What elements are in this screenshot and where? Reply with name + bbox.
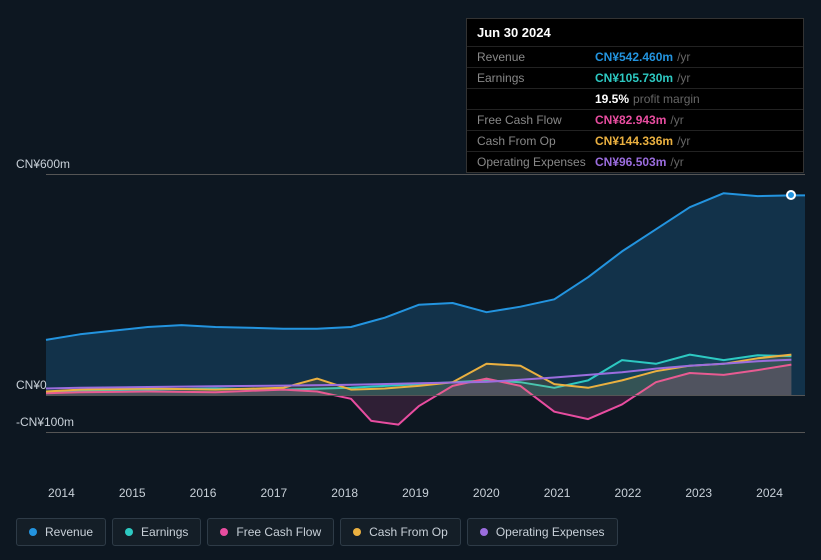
gridline: [46, 174, 805, 175]
x-axis-label: 2016: [168, 486, 239, 500]
tooltip-row: Operating ExpensesCN¥96.503m/yr: [467, 151, 803, 172]
tooltip-row-label: Earnings: [477, 71, 595, 85]
legend-label: Operating Expenses: [496, 525, 605, 539]
tooltip-row: 19.5% profit margin: [467, 88, 803, 109]
tooltip-row-value: 19.5%: [595, 92, 629, 106]
x-axis-label: 2021: [522, 486, 593, 500]
chart-svg: [46, 174, 805, 432]
legend-item[interactable]: Free Cash Flow: [207, 518, 334, 546]
line-chart[interactable]: CN¥600mCN¥0-CN¥100m 20142015201620172018…: [16, 158, 805, 478]
tooltip-row-suffix: /yr: [677, 71, 690, 85]
tooltip-row-suffix: /yr: [670, 113, 683, 127]
legend-dot-icon: [480, 528, 488, 536]
chart-legend: Revenue Earnings Free Cash Flow Cash From O…: [16, 518, 618, 546]
tooltip-row-label: Operating Expenses: [477, 155, 595, 169]
tooltip-panel: Jun 30 2024 RevenueCN¥542.460m/yrEarning…: [466, 18, 804, 173]
hover-marker: [786, 190, 796, 200]
tooltip-row-label: Revenue: [477, 50, 595, 64]
tooltip-row-value: CN¥105.730m: [595, 71, 673, 85]
tooltip-date: Jun 30 2024: [467, 19, 803, 46]
tooltip-row: Free Cash FlowCN¥82.943m/yr: [467, 109, 803, 130]
tooltip-row-label: [477, 92, 595, 106]
y-axis-label: CN¥600m: [16, 157, 70, 171]
tooltip-row-label: Free Cash Flow: [477, 113, 595, 127]
tooltip-row-value: CN¥96.503m: [595, 155, 666, 169]
tooltip-row: RevenueCN¥542.460m/yr: [467, 46, 803, 67]
x-axis-label: 2015: [97, 486, 168, 500]
tooltip-row-suffix: /yr: [677, 134, 690, 148]
tooltip-row-suffix: /yr: [670, 155, 683, 169]
x-axis-label: 2018: [309, 486, 380, 500]
legend-item[interactable]: Operating Expenses: [467, 518, 618, 546]
legend-dot-icon: [125, 528, 133, 536]
legend-label: Revenue: [45, 525, 93, 539]
legend-dot-icon: [29, 528, 37, 536]
gridline: [46, 432, 805, 433]
tooltip-row-suffix: /yr: [677, 50, 690, 64]
tooltip-row-label: Cash From Op: [477, 134, 595, 148]
tooltip-row-value: CN¥542.460m: [595, 50, 673, 64]
legend-dot-icon: [220, 528, 228, 536]
legend-item[interactable]: Revenue: [16, 518, 106, 546]
legend-label: Earnings: [141, 525, 188, 539]
legend-item[interactable]: Earnings: [112, 518, 201, 546]
y-axis-label: CN¥0: [16, 378, 47, 392]
x-axis-label: 2020: [451, 486, 522, 500]
x-axis-label: 2023: [663, 486, 734, 500]
x-axis-label: 2024: [734, 486, 805, 500]
x-axis-label: 2017: [238, 486, 309, 500]
x-axis-label: 2014: [26, 486, 97, 500]
gridline: [46, 395, 805, 396]
tooltip-row-value: CN¥144.336m: [595, 134, 673, 148]
tooltip-row: Cash From OpCN¥144.336m/yr: [467, 130, 803, 151]
legend-dot-icon: [353, 528, 361, 536]
x-axis-labels: 2014201520162017201820192020202120222023…: [26, 486, 805, 500]
x-axis-label: 2022: [593, 486, 664, 500]
tooltip-row-suffix: profit margin: [633, 92, 700, 106]
tooltip-row: EarningsCN¥105.730m/yr: [467, 67, 803, 88]
legend-item[interactable]: Cash From Op: [340, 518, 461, 546]
plot-area: [46, 174, 805, 432]
legend-label: Cash From Op: [369, 525, 448, 539]
x-axis-label: 2019: [380, 486, 451, 500]
legend-label: Free Cash Flow: [236, 525, 321, 539]
tooltip-row-value: CN¥82.943m: [595, 113, 666, 127]
